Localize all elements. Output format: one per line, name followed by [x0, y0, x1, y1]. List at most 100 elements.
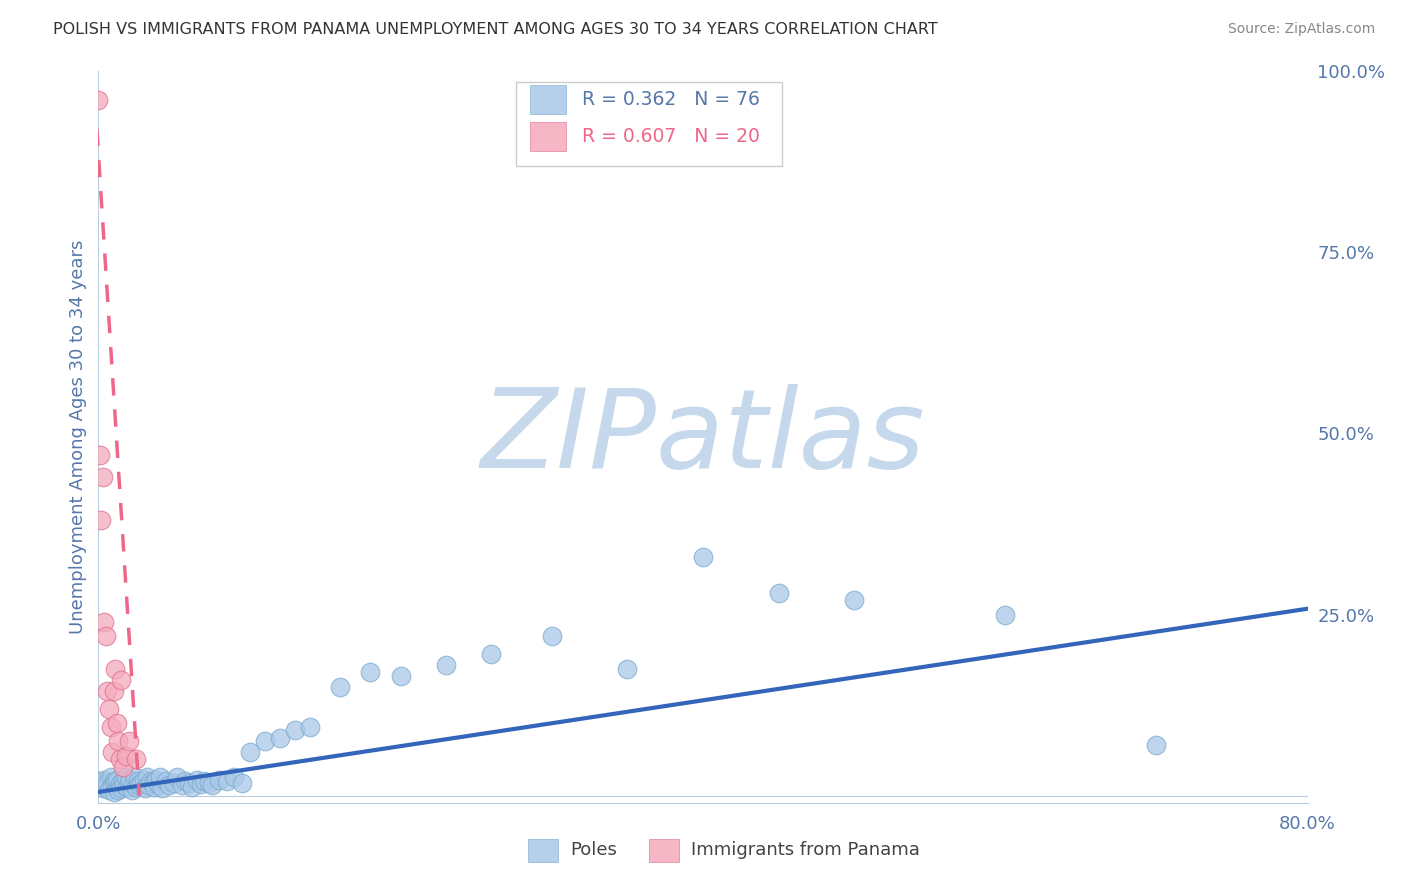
Point: [208, 772, 231, 787]
Point: [91, 470, 114, 484]
Point: [201, 778, 224, 792]
Point: [197, 775, 219, 789]
Point: [120, 772, 142, 787]
Point: [434, 658, 457, 673]
Point: [224, 771, 246, 785]
Point: [269, 731, 291, 745]
Point: [132, 772, 155, 787]
Point: [107, 782, 129, 797]
Point: [93, 772, 115, 787]
Point: [190, 777, 212, 791]
Point: [105, 716, 128, 731]
Point: [90, 775, 112, 789]
Point: [125, 780, 148, 794]
Point: [186, 772, 208, 787]
Point: [134, 781, 156, 796]
Text: Source: ZipAtlas.com: Source: ZipAtlas.com: [1227, 22, 1375, 37]
Point: [103, 785, 125, 799]
Point: [124, 771, 146, 785]
Point: [118, 734, 141, 748]
Text: Poles: Poles: [569, 841, 617, 859]
Point: [179, 775, 201, 789]
Point: [110, 781, 132, 796]
Point: [103, 774, 125, 789]
Point: [125, 752, 148, 766]
FancyBboxPatch shape: [530, 122, 567, 152]
Point: [100, 771, 122, 785]
Point: [166, 771, 188, 785]
Point: [231, 775, 253, 789]
Point: [98, 782, 121, 797]
Point: [100, 720, 122, 734]
Point: [129, 775, 152, 789]
Point: [389, 669, 412, 683]
Point: [94, 780, 117, 794]
Point: [145, 772, 167, 787]
Point: [121, 782, 143, 797]
Point: [142, 775, 165, 789]
Point: [148, 778, 170, 792]
Point: [118, 775, 141, 789]
Point: [284, 723, 307, 738]
Point: [89, 778, 111, 792]
Point: [239, 745, 262, 759]
Point: [844, 593, 866, 607]
Point: [107, 734, 129, 748]
Point: [768, 586, 790, 600]
Point: [170, 778, 193, 792]
Point: [181, 780, 204, 794]
Point: [360, 665, 382, 680]
Point: [108, 752, 131, 766]
Text: Immigrants from Panama: Immigrants from Panama: [690, 841, 920, 859]
Point: [90, 513, 112, 527]
Point: [108, 777, 131, 791]
Point: [103, 683, 125, 698]
Point: [101, 779, 124, 793]
Point: [94, 629, 117, 643]
Point: [994, 607, 1017, 622]
Point: [93, 615, 115, 629]
Point: [253, 734, 276, 748]
Point: [115, 780, 138, 794]
Point: [143, 780, 166, 794]
Point: [150, 781, 173, 796]
Point: [89, 448, 111, 462]
Point: [616, 662, 638, 676]
Point: [105, 772, 128, 787]
Point: [111, 774, 134, 789]
Point: [155, 774, 177, 789]
Point: [141, 774, 163, 789]
Point: [87, 93, 110, 107]
Point: [193, 774, 215, 789]
Point: [114, 771, 136, 785]
Point: [481, 648, 503, 662]
FancyBboxPatch shape: [516, 82, 782, 167]
Point: [540, 629, 562, 643]
Point: [104, 662, 127, 676]
Point: [163, 775, 186, 789]
Point: [299, 720, 322, 734]
Text: R = 0.607   N = 20: R = 0.607 N = 20: [582, 128, 761, 146]
Point: [87, 774, 110, 789]
Point: [98, 701, 121, 715]
Point: [110, 673, 132, 687]
FancyBboxPatch shape: [648, 838, 679, 862]
Point: [101, 745, 124, 759]
Point: [135, 771, 157, 785]
Point: [112, 778, 135, 792]
Point: [136, 778, 159, 792]
Text: POLISH VS IMMIGRANTS FROM PANAMA UNEMPLOYMENT AMONG AGES 30 TO 34 YEARS CORRELAT: POLISH VS IMMIGRANTS FROM PANAMA UNEMPLO…: [53, 22, 938, 37]
Point: [692, 549, 714, 564]
Point: [149, 771, 172, 785]
Point: [173, 774, 195, 789]
Point: [159, 778, 181, 792]
Point: [96, 776, 118, 790]
Point: [114, 748, 136, 763]
Point: [91, 781, 114, 796]
Point: [96, 683, 118, 698]
Point: [111, 759, 134, 773]
FancyBboxPatch shape: [530, 85, 567, 114]
Point: [122, 777, 145, 791]
Point: [215, 774, 238, 789]
Point: [128, 778, 150, 792]
